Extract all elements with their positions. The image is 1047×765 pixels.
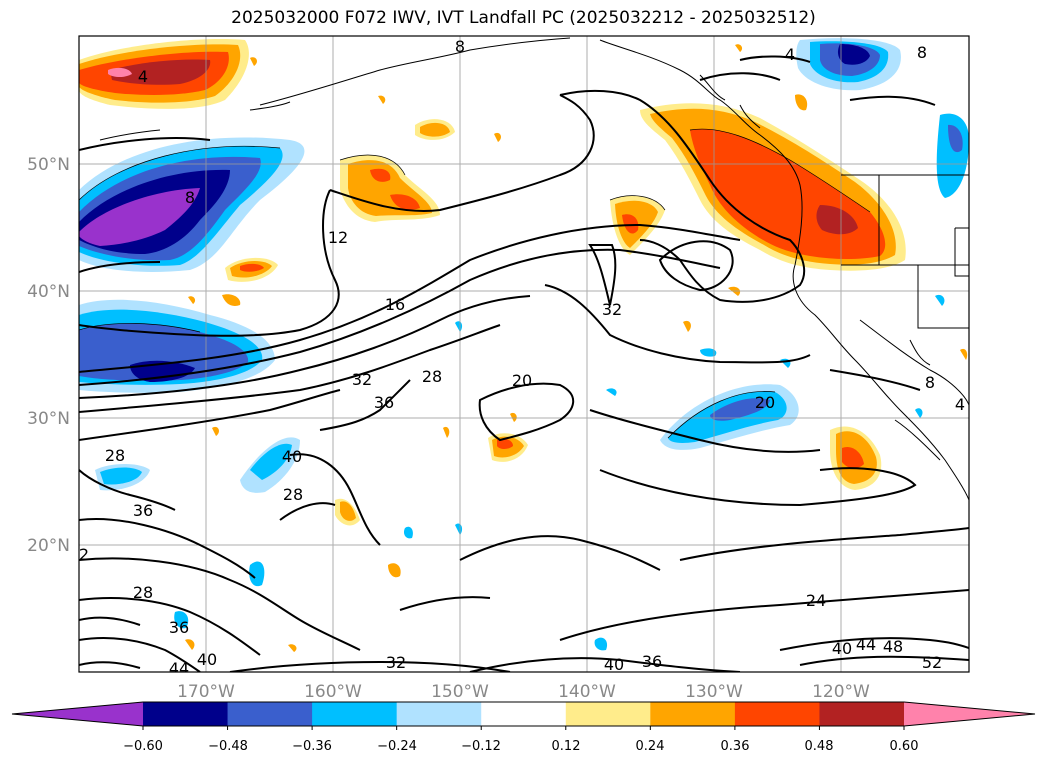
colorbar-segment: [819, 702, 905, 726]
colorbar-tick-labels: −0.60 −0.48 −0.36 −0.24 −0.12 0.12 0.24 …: [123, 739, 918, 754]
negative-shading: [79, 38, 969, 651]
colorbar-extension-max: [904, 702, 1035, 726]
colorbar: [11, 701, 1036, 730]
coastlines: [99, 37, 969, 501]
lon-label-150w: 150°W: [431, 682, 489, 702]
colorbar-tick-label: −0.60: [123, 739, 163, 754]
contour-label: 44: [169, 659, 189, 678]
colorbar-segment: [565, 702, 651, 726]
lat-label-50n: 50°N: [27, 155, 70, 175]
colorbar-tick-label: −0.36: [292, 739, 332, 754]
contour-label: 4: [785, 45, 795, 64]
figure-title: 2025032000 F072 IWV, IVT Landfall PC (20…: [231, 8, 816, 28]
contour-label: 4: [138, 67, 148, 86]
contour-label: 44: [856, 635, 876, 654]
contour-labels: 4 8 8 8 12 16 32 28 36 32 20 20 28 36 40…: [79, 37, 965, 678]
contour-label: 32: [602, 300, 622, 319]
contour-label: 28: [283, 485, 303, 504]
lon-label-130w: 130°W: [685, 682, 743, 702]
iwv-contours: [79, 55, 969, 672]
contour-label: 40: [604, 655, 624, 674]
lat-label-30n: 30°N: [27, 409, 70, 429]
colorbar-tick-label: 0.36: [721, 739, 750, 754]
colorbar-tick-label: 0.48: [805, 739, 834, 754]
contour-label: 20: [512, 371, 532, 390]
colorbar-tick-label: −0.48: [208, 739, 248, 754]
lat-label-40n: 40°N: [27, 282, 70, 302]
contour-label: 48: [883, 637, 903, 656]
colorbar-tick-label: −0.12: [461, 739, 501, 754]
lon-label-140w: 140°W: [558, 682, 616, 702]
colorbar-segment: [227, 702, 313, 726]
contour-label: 28: [422, 367, 442, 386]
contour-label: 28: [133, 583, 153, 602]
lon-label-160w: 160°W: [304, 682, 362, 702]
contour-label: 2: [79, 545, 89, 564]
contour-label: 36: [169, 618, 189, 637]
graticule: [79, 36, 969, 672]
colorbar-segment: [734, 702, 820, 726]
positive-shading: [79, 39, 968, 652]
contour-label: 36: [374, 393, 394, 412]
contour-label: 28: [105, 446, 125, 465]
contour-label: 8: [925, 373, 935, 392]
latitude-labels: 50°N 40°N 30°N 20°N: [27, 155, 70, 556]
contour-label: 16: [385, 295, 405, 314]
colorbar-tick-label: 0.24: [636, 739, 665, 754]
lat-label-20n: 20°N: [27, 536, 70, 556]
contour-label: 8: [455, 37, 465, 56]
map-area: 4 8 8 8 12 16 32 28 36 32 20 20 28 36 40…: [79, 36, 969, 678]
contour-label: 4: [955, 395, 965, 414]
contour-label: 20: [755, 393, 775, 412]
colorbar-segment: [650, 702, 736, 726]
contour-label: 40: [197, 650, 217, 669]
colorbar-segment: [481, 702, 567, 726]
colorbar-segment: [143, 702, 229, 726]
contour-label: 12: [328, 228, 348, 247]
contour-label: 32: [386, 653, 406, 672]
colorbar-extension-min: [12, 702, 143, 726]
colorbar-tick-label: 0.12: [552, 739, 581, 754]
contour-label: 8: [185, 188, 195, 207]
contour-label: 36: [133, 501, 153, 520]
colorbar-segment: [312, 702, 398, 726]
contour-label: 52: [922, 653, 942, 672]
contour-label: 24: [806, 591, 826, 610]
contour-label: 40: [832, 639, 852, 658]
colorbar-segment: [396, 702, 482, 726]
contour-label: 36: [642, 652, 662, 671]
lon-label-120w: 120°W: [812, 682, 870, 702]
contour-label: 40: [282, 447, 302, 466]
longitude-labels: 170°W 160°W 150°W 140°W 130°W 120°W: [177, 682, 870, 702]
map-frame: [78, 35, 970, 673]
colorbar-tick-label: −0.24: [377, 739, 417, 754]
colorbar-tick-label: 0.60: [890, 739, 919, 754]
lon-label-170w: 170°W: [177, 682, 235, 702]
contour-label: 8: [917, 43, 927, 62]
pc-outlines: [79, 128, 871, 439]
contour-label: 32: [352, 370, 372, 389]
